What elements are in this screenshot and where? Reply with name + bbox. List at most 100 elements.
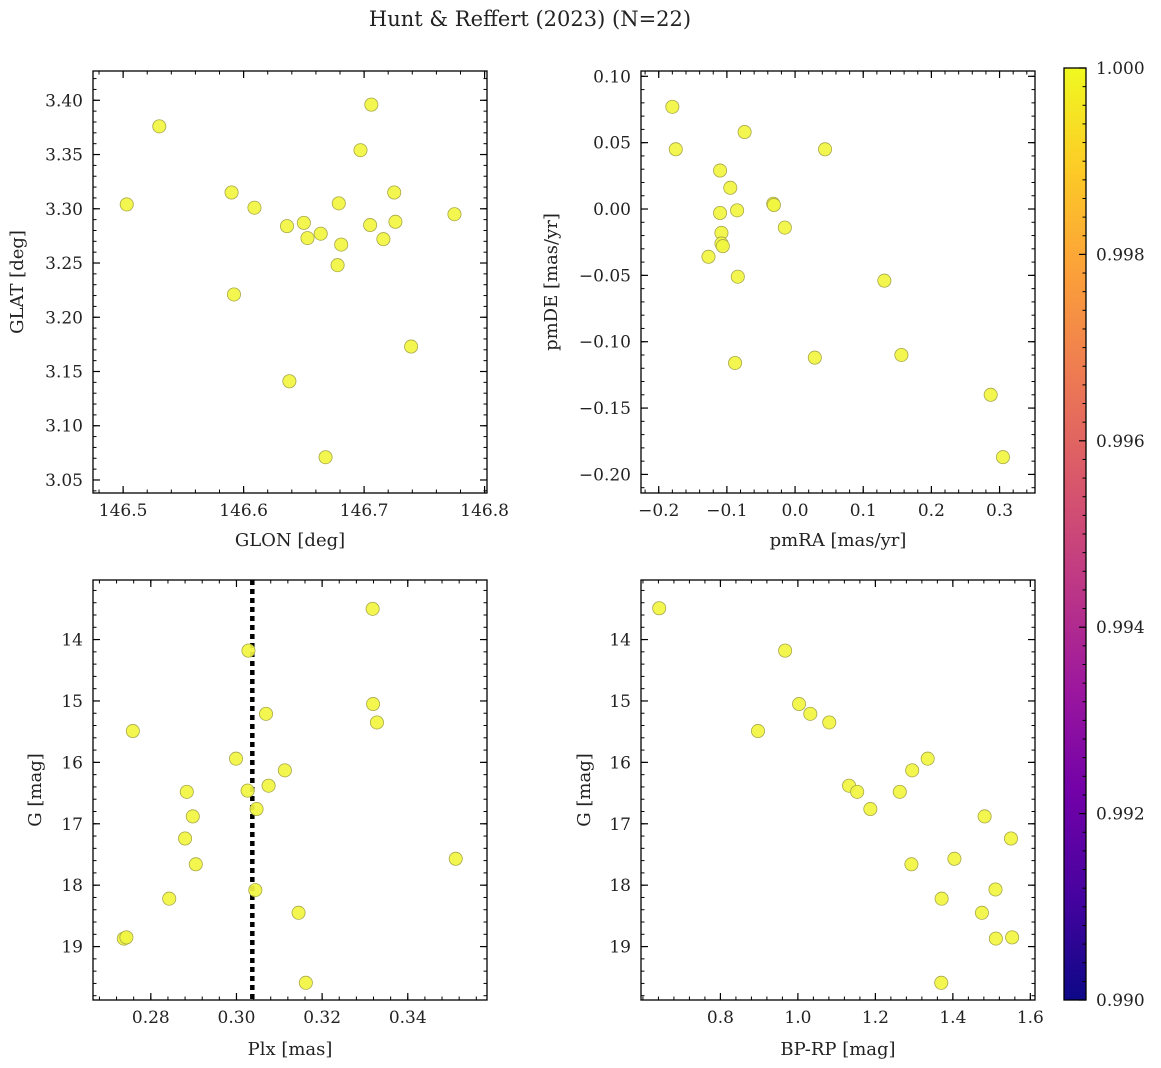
data-point [313, 226, 328, 241]
y-tick-label: 15 [609, 692, 631, 712]
x-tick-label: 1.0 [784, 1008, 811, 1028]
data-point [331, 196, 346, 211]
y-tick-label: 17 [61, 815, 83, 835]
y-tick-label: 3.30 [45, 200, 83, 220]
x-tick-label: 1.2 [862, 1008, 889, 1028]
y-axis-label: GLAT [deg] [7, 230, 28, 334]
y-tick-label: 18 [61, 876, 83, 896]
y-tick-label: −0.15 [579, 399, 631, 419]
y-tick-label: 14 [609, 631, 631, 651]
data-point [387, 185, 402, 200]
data-point [737, 125, 752, 140]
data-point [894, 347, 909, 362]
data-point [750, 724, 765, 739]
y-tick-label: 3.15 [45, 362, 83, 382]
data-point [947, 851, 962, 866]
x-axis-label: pmRA [mas/yr] [770, 530, 907, 551]
x-tick-label: 1.6 [1017, 1008, 1044, 1028]
plot-frame [640, 579, 1036, 1001]
data-point [934, 975, 949, 990]
x-tick-label: 0.8 [707, 1008, 734, 1028]
x-tick-label: 0.30 [218, 1008, 256, 1028]
x-tick-label: 0.34 [389, 1008, 427, 1028]
data-point [920, 751, 935, 766]
data-point [119, 930, 134, 945]
plot-frame [92, 70, 488, 494]
data-point [229, 751, 244, 766]
data-point [807, 350, 822, 365]
data-point [125, 724, 140, 739]
data-point [162, 891, 177, 906]
data-point [247, 200, 262, 215]
y-tick-label: 3.20 [45, 308, 83, 328]
data-point [152, 119, 167, 134]
data-point [715, 239, 730, 254]
data-point [291, 905, 306, 920]
data-point [188, 857, 203, 872]
data-point [376, 232, 391, 247]
y-tick-label: 0.05 [593, 134, 631, 154]
data-point [330, 258, 345, 273]
x-axis-label: Plx [mas] [248, 1039, 333, 1060]
data-point [248, 883, 263, 898]
data-point [863, 802, 878, 817]
data-point [904, 857, 919, 872]
data-point [766, 198, 781, 213]
colorbar-gradient [1064, 68, 1086, 1000]
y-axis-label: G [mag] [574, 753, 595, 826]
x-tick-label: 0.1 [850, 501, 877, 521]
x-tick-label: 146.7 [340, 501, 389, 521]
x-tick-label: −0.1 [706, 501, 747, 521]
y-tick-label: 14 [61, 631, 83, 651]
y-tick-label: 3.25 [45, 254, 83, 274]
colorbar-tick-label: 0.994 [1096, 618, 1145, 638]
data-point [179, 784, 194, 799]
x-axis-label: GLON [deg] [235, 530, 345, 551]
data-point [363, 218, 378, 233]
data-point [388, 214, 403, 229]
x-tick-label: 146.5 [99, 501, 148, 521]
colorbar-tick-label: 0.992 [1096, 805, 1145, 825]
data-point [934, 891, 949, 906]
data-point [668, 142, 683, 157]
data-point [364, 97, 379, 112]
data-point [366, 697, 381, 712]
data-point [224, 185, 239, 200]
data-point [877, 273, 892, 288]
data-point [298, 975, 313, 990]
data-point [974, 905, 989, 920]
y-tick-label: 16 [61, 753, 83, 773]
data-point [713, 205, 728, 220]
data-point [728, 355, 743, 370]
data-point [905, 763, 920, 778]
y-tick-label: 15 [61, 692, 83, 712]
data-point [261, 778, 276, 793]
y-tick-label: 18 [609, 876, 631, 896]
panel-plx-g: 0.28 0.30 0.32 0.34 14 15 16 17 18 19 Plx [mas] G… [25, 579, 488, 1060]
x-axis-label: BP-RP [mag] [780, 1039, 895, 1060]
y-tick-label: −0.05 [579, 266, 631, 286]
data-point [404, 339, 419, 354]
data-point [988, 882, 1003, 897]
data-point [185, 809, 200, 824]
data-point [1005, 930, 1020, 945]
data-point [988, 931, 1003, 946]
data-point [983, 387, 998, 402]
colorbar-tick-label: 0.996 [1096, 432, 1145, 452]
x-tick-label: 0.3 [986, 501, 1013, 521]
data-point [277, 763, 292, 778]
panel-glon-glat: 146.5 146.6 146.7 146.8 3.05 3.10 3.15 3.20 3.25… [7, 70, 509, 551]
colorbar: 0.990 0.992 0.994 0.996 0.998 1.000 [1063, 59, 1145, 1011]
x-tick-label: 0.2 [918, 501, 945, 521]
y-tick-label: 0.10 [593, 67, 631, 87]
x-tick-label: −0.2 [638, 501, 679, 521]
data-point [318, 450, 333, 465]
data-point [803, 706, 818, 721]
y-axis-label: G [mag] [25, 753, 46, 826]
data-point [892, 784, 907, 799]
y-tick-label: 0.00 [593, 200, 631, 220]
data-point [777, 220, 792, 235]
data-point [279, 219, 294, 234]
y-axis-label: pmDE [mas/yr] [541, 213, 562, 351]
